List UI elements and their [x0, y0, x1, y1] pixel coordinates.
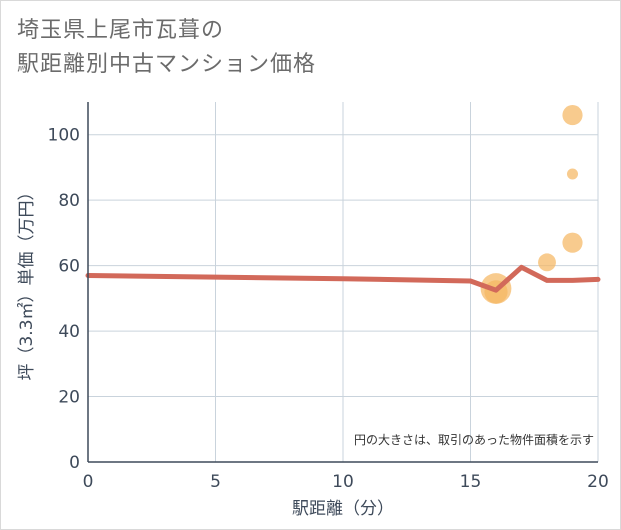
x-tick-label-5: 5: [210, 472, 221, 492]
scatter-point-3: [562, 232, 583, 253]
x-tick-label-0: 0: [83, 472, 94, 492]
y-tick-label-80: 80: [58, 191, 80, 211]
y-tick-label-0: 0: [69, 453, 80, 473]
y-tick-label-100: 100: [48, 126, 80, 146]
axes: [87, 102, 598, 463]
x-tick-label-10: 10: [332, 472, 354, 492]
scatter-point-2: [538, 253, 556, 272]
tick-labels: 0 5 10 15 20 0 20 40 60 80 100: [48, 126, 609, 492]
x-axis-title: 駅距離（分）: [292, 499, 394, 519]
scatter-point-5: [562, 105, 583, 126]
x-tick-label-20: 20: [587, 472, 609, 492]
y-tick-label-60: 60: [58, 257, 80, 277]
x-tick-label-15: 15: [460, 472, 482, 492]
y-tick-label-40: 40: [58, 322, 80, 342]
grid-lines: [88, 102, 599, 462]
y-axis-title: 坪（3.3㎡）単価（万円）: [17, 183, 37, 380]
chart-title: 埼玉県上尾市瓦葺の 駅距離別中古マンション価格: [17, 14, 316, 82]
average-price-line: [85, 264, 601, 293]
scatter-point-4: [566, 168, 579, 180]
y-tick-label-20: 20: [58, 388, 80, 408]
size-annotation: 円の大きさは、取引のあった物件面積を示す: [354, 432, 594, 447]
chart-title-line-1: 埼玉県上尾市瓦葺の: [17, 18, 225, 43]
chart-title-line-2: 駅距離別中古マンション価格: [17, 52, 317, 77]
